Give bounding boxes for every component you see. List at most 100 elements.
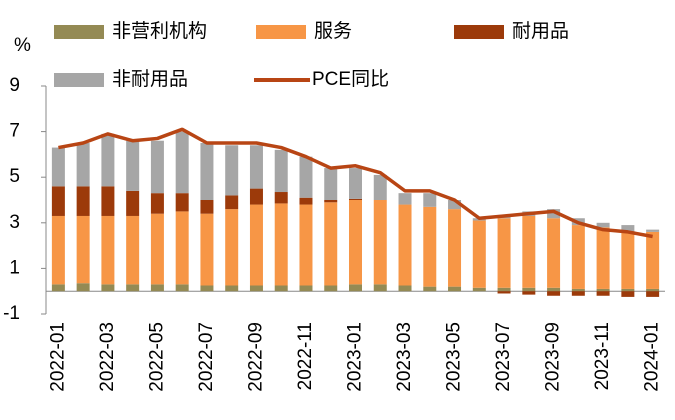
legend-swatch [256, 25, 306, 39]
bar-segment [547, 287, 561, 292]
y-tick-label: -1 [3, 303, 20, 324]
bar-segment [51, 215, 65, 285]
bar-segment [200, 200, 214, 214]
bar-segment [448, 286, 462, 292]
bar-segment [349, 284, 362, 292]
bar-segment [571, 288, 585, 292]
bar-segment [200, 143, 214, 200]
bar-segment [150, 284, 164, 292]
y-tick-label: 9 [9, 75, 20, 96]
legend-swatch [54, 73, 104, 87]
bar-segment [126, 215, 140, 285]
pce-line [58, 127, 653, 239]
bar-segment [225, 285, 239, 292]
bar-segment [200, 213, 214, 286]
bar-segment [249, 285, 263, 292]
x-tick-label: 2022-03 [97, 322, 118, 392]
bar-segment [299, 156, 313, 198]
bar-segment [522, 215, 536, 288]
bar-segment [646, 229, 660, 232]
bar-segment [373, 200, 387, 285]
x-tick-label: 2024-01 [642, 322, 663, 392]
legend-label: 耐用品 [512, 20, 569, 42]
x-tick-label: 2022-11 [295, 322, 316, 390]
x-tick-label: 2023-01 [345, 322, 366, 392]
legend-label: 服务 [314, 20, 352, 42]
bar-segment [571, 291, 585, 296]
bar-segment [472, 287, 486, 292]
bar-segment [150, 193, 164, 214]
bar-segment [76, 186, 90, 216]
x-tick-label: 2023-03 [394, 322, 415, 392]
bar-segment [547, 209, 561, 219]
bar-segment [225, 145, 239, 196]
bar-segment [51, 186, 65, 216]
bar-segment [621, 231, 635, 289]
bar-segment [101, 215, 115, 285]
bar-segment [200, 285, 214, 292]
bar-segment [621, 225, 635, 232]
bar-segment [547, 291, 561, 296]
bar-segment [299, 197, 313, 205]
x-tick-label: 2022-05 [146, 322, 167, 392]
bar-segment [646, 291, 660, 297]
bar-segment [274, 285, 288, 292]
legend-label: 非耐用品 [112, 68, 188, 90]
bar-segment [522, 287, 536, 292]
x-tick-label: 2023-09 [543, 322, 564, 392]
bar-segment [596, 291, 610, 296]
bar-segment [225, 195, 239, 210]
bar-segment [497, 287, 511, 292]
bar-segment [101, 284, 115, 292]
bar-segment [423, 193, 437, 207]
x-tick-label: 2022-09 [245, 322, 266, 392]
bar-segment [522, 291, 536, 295]
bar-segment [175, 131, 189, 194]
bar-segment [249, 188, 263, 205]
x-tick-label: 2023-11 [592, 322, 613, 390]
bar-segment [398, 204, 412, 286]
bar-segment [646, 288, 660, 292]
bar-segment [299, 204, 313, 286]
bar-segment [175, 284, 189, 292]
bar-segment [51, 147, 65, 187]
bar-segment [150, 140, 164, 194]
bar-segment [249, 145, 263, 189]
bar-segment [324, 168, 338, 200]
bar-segment [349, 168, 362, 199]
bar-segment [324, 200, 338, 203]
legend-label: PCE同比 [312, 68, 389, 90]
bar-segment [349, 198, 362, 200]
bar-segment [621, 291, 635, 297]
bar-segment [398, 193, 412, 205]
bar-segment [423, 206, 437, 287]
bar-segment [175, 193, 189, 212]
bar-segment [76, 143, 90, 187]
y-tick-label: 3 [9, 212, 20, 233]
bar-segment [101, 133, 115, 187]
bar-segment [126, 284, 140, 292]
legend-label: 非营利机构 [112, 20, 207, 42]
y-tick-label: 7 [9, 121, 20, 142]
bar-segment [472, 220, 486, 288]
bar-segment [126, 190, 140, 216]
y-tick-label: 1 [9, 257, 20, 278]
bar-segment [274, 203, 288, 286]
bar-segment [274, 192, 288, 204]
bar-segment [547, 218, 561, 288]
bar-segment [324, 202, 338, 286]
bar-segment [398, 285, 412, 292]
bar-segment [423, 286, 437, 292]
bar-segment [150, 213, 164, 285]
x-tick-label: 2022-07 [196, 322, 217, 392]
y-axis-label: % [14, 35, 31, 56]
bar-segment [596, 288, 610, 292]
bar-segment [596, 227, 610, 289]
bar-segment [596, 222, 610, 228]
bar-segment [101, 186, 115, 216]
legend-swatch [454, 25, 504, 39]
bar-segment [299, 285, 313, 292]
bar-segment [76, 215, 90, 284]
y-tick-label: 5 [9, 166, 20, 187]
